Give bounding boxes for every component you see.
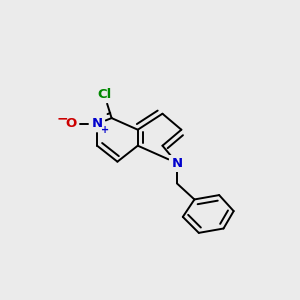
Text: Cl: Cl xyxy=(97,88,112,101)
Text: N: N xyxy=(92,117,103,130)
Text: O: O xyxy=(65,117,76,130)
Text: N: N xyxy=(171,157,183,169)
Text: +: + xyxy=(101,125,109,135)
Text: −: − xyxy=(56,112,68,126)
